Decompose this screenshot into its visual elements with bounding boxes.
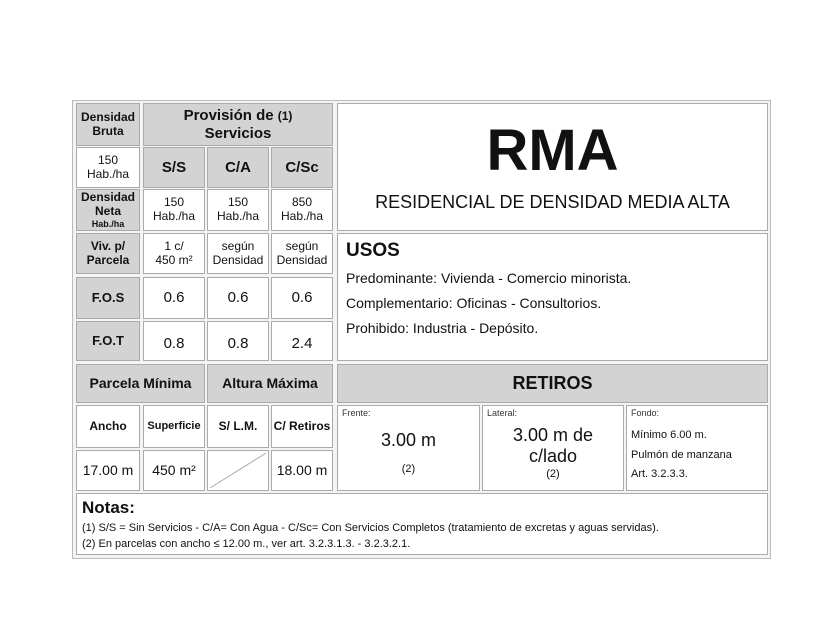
densidad-neta-ca: 150 Hab./ha: [207, 189, 269, 231]
value: 150: [97, 152, 119, 167]
fos-ca: 0.6: [207, 277, 269, 319]
usos-title: USOS: [346, 240, 400, 261]
fot-ca: 0.8: [207, 321, 269, 361]
densidad-neta-csc: 850 Hab./ha: [271, 189, 333, 231]
nota-1: (1) S/S = Sin Servicios - C/A= Con Agua …: [82, 521, 659, 534]
provision-header: Provisión de (1) Servicios: [143, 103, 333, 146]
densidad-neta-ss: 150 Hab./ha: [143, 189, 205, 231]
uso-prohibido: Prohibido: Industria - Depósito.: [346, 320, 539, 337]
fos-header: F.O.S: [76, 277, 140, 319]
densidad-bruta-value: 150 Hab./ha: [76, 147, 140, 188]
parcela-minima-header: Parcela Mínima: [76, 364, 205, 403]
notas-title: Notas:: [82, 498, 135, 517]
fos-ss: 0.6: [143, 277, 205, 319]
label: Hab./ha: [91, 218, 125, 229]
col-ca: C/A: [207, 147, 269, 188]
ancho-header: Ancho: [76, 405, 140, 448]
fot-csc: 2.4: [271, 321, 333, 361]
col-csc: C/Sc: [271, 147, 333, 188]
viv-parcela-header: Viv. p/Parcela: [76, 233, 140, 274]
zone-name: RESIDENCIAL DE DENSIDAD MEDIA ALTA: [375, 191, 730, 212]
frente-note: (2): [401, 463, 416, 476]
value: Hab./ha: [86, 166, 130, 181]
slm-header: S/ L.M.: [207, 405, 269, 448]
fondo-line: Pulmón de manzana: [631, 448, 732, 461]
retiros-header: RETIROS: [337, 364, 768, 403]
fot-ss: 0.8: [143, 321, 205, 361]
lateral-value: 3.00 m de: [512, 424, 594, 445]
ancho-value: 17.00 m: [76, 450, 140, 491]
densidad-neta-header: Densidad Neta Hab./ha: [76, 189, 140, 231]
uso-complementario: Complementario: Oficinas - Consultorios.: [346, 294, 602, 311]
frente-value: 3.00 m: [380, 430, 437, 451]
lateral-note: (2): [546, 468, 560, 481]
label: Neta: [94, 203, 121, 218]
fondo-label: Fondo:: [631, 408, 660, 418]
slm-empty-cell: [207, 450, 269, 491]
retiro-fondo: Fondo: Mínimo 6.00 m. Pulmón de manzana …: [626, 405, 768, 491]
superficie-value: 450 m²: [143, 450, 205, 491]
viv-parcela-ss: 1 c/450 m²: [143, 233, 205, 274]
lateral-label: Lateral:: [487, 408, 518, 418]
frente-label: Frente:: [342, 408, 371, 418]
usos-box: USOS Predominante: Vivienda - Comercio m…: [337, 233, 768, 361]
label: Bruta: [92, 123, 124, 138]
notas-box: Notas: (1) S/S = Sin Servicios - C/A= Co…: [76, 493, 768, 555]
label: Densidad: [80, 109, 135, 124]
fos-csc: 0.6: [271, 277, 333, 319]
altura-maxima-header: Altura Máxima: [207, 364, 333, 403]
fondo-line: Art. 3.2.3.3.: [631, 468, 688, 481]
label: Servicios: [204, 124, 272, 142]
fot-header: F.O.T: [76, 321, 140, 361]
viv-parcela-ca: según Densidad: [207, 233, 269, 274]
col-ss: S/S: [143, 147, 205, 188]
nota-2: (2) En parcelas con ancho ≤ 12.00 m., ve…: [82, 538, 411, 551]
cretiros-value: 18.00 m: [271, 450, 333, 491]
label: Provisión de (1): [183, 107, 293, 125]
densidad-bruta-header: Densidad Bruta: [76, 103, 140, 146]
zone-title-box: RMA RESIDENCIAL DE DENSIDAD MEDIA ALTA: [337, 103, 768, 231]
fondo-line: Mínimo 6.00 m.: [631, 429, 707, 442]
viv-parcela-csc: según Densidad: [271, 233, 333, 274]
lateral-value: c/lado: [528, 445, 578, 466]
diagonal-line: [209, 452, 267, 489]
label: Densidad: [80, 190, 135, 205]
cretiros-header: C/ Retiros: [271, 405, 333, 448]
retiro-lateral: Lateral: 3.00 m de c/lado (2): [482, 405, 624, 491]
superficie-header: Superficie: [143, 405, 205, 448]
zone-code: RMA: [486, 117, 619, 183]
retiro-frente: Frente: 3.00 m (2): [337, 405, 480, 491]
uso-predominante: Predominante: Vivienda - Comercio minori…: [346, 269, 632, 286]
